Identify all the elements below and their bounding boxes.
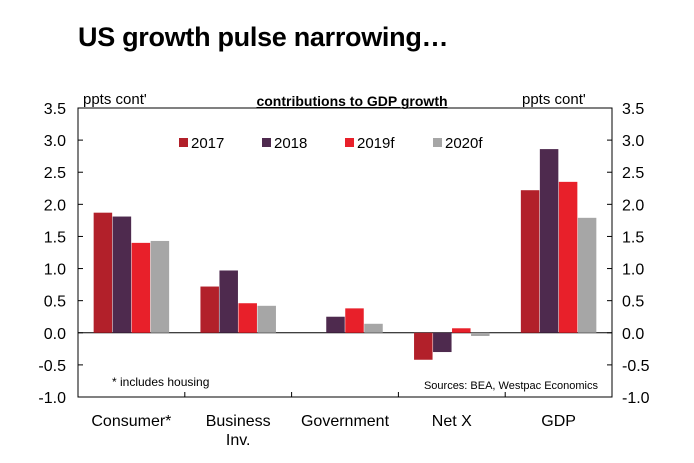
- y-tick-label-left: 1.5: [44, 229, 66, 246]
- bar-2018-3: [433, 332, 452, 353]
- bar-2018-0: [112, 216, 132, 333]
- y-tick-label-left: -0.5: [38, 358, 66, 375]
- y-tick-label-right: 2.0: [622, 197, 644, 214]
- bar-2019f-0: [131, 242, 151, 333]
- y-tick-label-left: 2.5: [44, 165, 66, 182]
- legend-label: 2020f: [445, 135, 483, 152]
- y-tick-label-right: 2.5: [622, 165, 644, 182]
- y-tick-label-left: 0.0: [44, 326, 66, 343]
- bar-2017-1: [200, 286, 219, 333]
- bar-2020f-1: [257, 305, 276, 333]
- y-tick-label-right: 0.0: [622, 326, 644, 343]
- bars-layer: [93, 149, 597, 360]
- legend-swatch: [433, 138, 442, 147]
- y-tick-label-right: -0.5: [622, 358, 650, 375]
- x-category-label: Net X: [432, 413, 472, 430]
- chart-title: contributions to GDP growth: [256, 93, 447, 109]
- y-axis-label-right: ppts cont': [522, 91, 586, 108]
- y-tick-label-right: -1.0: [622, 390, 650, 407]
- x-category-label: Government: [301, 413, 390, 430]
- bar-2020f-4: [577, 217, 597, 333]
- y-tick-label-left: 0.5: [44, 294, 66, 311]
- bar-2018-1: [219, 270, 238, 333]
- y-tick-label-left: -1.0: [38, 390, 66, 407]
- bar-2017-4: [520, 190, 540, 333]
- legend-swatch: [345, 138, 354, 147]
- labels-layer: ppts cont' ppts cont' contributions to G…: [38, 91, 649, 449]
- y-tick-label-right: 1.5: [622, 229, 644, 246]
- bar-2018-2: [326, 316, 345, 333]
- y-tick-label-left: 2.0: [44, 197, 66, 214]
- y-tick-label-right: 1.0: [622, 262, 644, 279]
- bar-2018-4: [539, 149, 559, 333]
- bar-2020f-0: [150, 240, 170, 333]
- bar-2019f-4: [558, 181, 578, 333]
- x-category-label: Business Inv.: [206, 413, 271, 449]
- source-note: Sources: BEA, Westpac Economics: [424, 380, 599, 392]
- y-tick-label-right: 0.5: [622, 294, 644, 311]
- legend-label: 2019f: [357, 135, 395, 152]
- y-tick-label-right: 3.0: [622, 133, 644, 150]
- bar-2020f-3: [471, 332, 490, 336]
- x-category-label: GDP: [541, 413, 576, 430]
- bar-2017-0: [93, 212, 113, 333]
- bar-2017-3: [414, 332, 433, 360]
- chart-headline: US growth pulse narrowing…: [78, 22, 449, 52]
- bar-2020f-2: [364, 323, 383, 333]
- legend-label: 2018: [274, 135, 307, 152]
- bar-2019f-3: [452, 328, 471, 333]
- y-axis-label-left: ppts cont': [83, 91, 147, 108]
- legend-label: 2017: [191, 135, 224, 152]
- plot-frame: [77, 107, 613, 398]
- legend-swatch: [262, 138, 271, 147]
- y-tick-label-right: 3.5: [622, 101, 644, 118]
- x-category-label: Consumer*: [91, 413, 171, 430]
- bar-2019f-2: [345, 308, 364, 333]
- bar-2019f-1: [238, 303, 257, 333]
- legend-swatch: [179, 138, 188, 147]
- footnote: * includes housing: [112, 375, 209, 389]
- y-tick-label-left: 3.0: [44, 133, 66, 150]
- legend: 2017 2018 2019f 2020f: [179, 135, 483, 152]
- y-tick-label-left: 3.5: [44, 101, 66, 118]
- y-tick-label-left: 1.0: [44, 262, 66, 279]
